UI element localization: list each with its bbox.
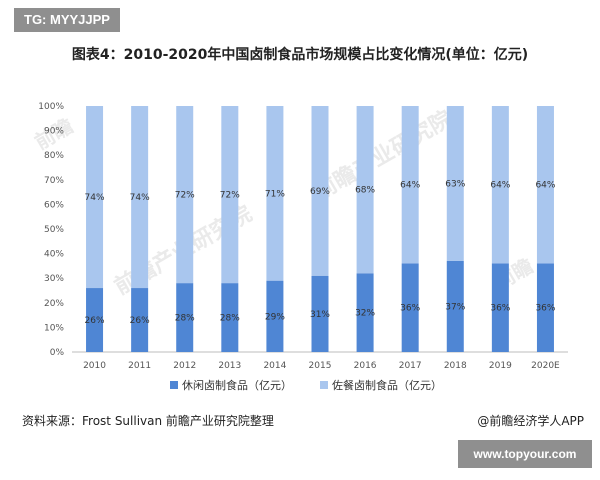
bar-segment: [131, 288, 149, 352]
data-label: 37%: [445, 302, 465, 312]
data-label: 29%: [265, 312, 285, 322]
data-label: 28%: [220, 314, 240, 324]
data-label: 64%: [490, 181, 510, 191]
data-label: 64%: [400, 181, 420, 191]
bar-segment: [86, 288, 104, 352]
bar-segment: [221, 106, 239, 284]
data-label: 72%: [175, 191, 195, 201]
watermark-text: 前瞻产业研究院: [310, 106, 456, 206]
y-tick-label: 100%: [38, 102, 64, 112]
bar-segment: [221, 283, 239, 352]
data-label: 74%: [130, 193, 150, 203]
data-label: 63%: [445, 179, 465, 189]
bar-segment: [401, 263, 419, 352]
data-label: 32%: [355, 309, 375, 319]
bar-segment: [311, 106, 329, 276]
bar-segment: [491, 106, 509, 264]
data-label: 71%: [265, 189, 285, 199]
x-tick-label: 2016: [354, 361, 377, 371]
y-tick-label: 80%: [44, 151, 64, 161]
legend-swatch: [170, 381, 178, 389]
y-tick-label: 70%: [44, 176, 64, 186]
data-label: 36%: [490, 304, 510, 314]
y-tick-label: 50%: [44, 225, 64, 235]
bar-segment: [311, 275, 329, 352]
data-label: 36%: [535, 304, 555, 314]
bar-segment: [356, 106, 374, 274]
bar-segment: [356, 273, 374, 352]
bar-segment: [536, 263, 554, 352]
bar-segment: [176, 106, 194, 284]
data-label: 36%: [400, 304, 420, 314]
chart-area: 前瞻前瞻产业研究院前瞻产业研究院前瞻 0%10%20%30%40%50%60%7…: [31, 102, 568, 392]
bar-segment: [266, 280, 284, 352]
x-tick-label: 2013: [218, 361, 241, 371]
x-tick-label: 2012: [173, 361, 196, 371]
y-tick-label: 60%: [44, 200, 64, 210]
y-axis: 0% 10% 20% 30% 40% 50% 60% 70% 80% 90% 100%: [38, 102, 568, 358]
x-tick-label: 2010: [83, 361, 106, 371]
x-tick-label: 2015: [309, 361, 332, 371]
chart-title: 图表4：2010-2020年中国卤制食品市场规模占比变化情况(单位：亿元): [71, 47, 529, 63]
x-tick-label: 2018: [444, 361, 467, 371]
data-label: 64%: [535, 181, 555, 191]
bar-segment: [401, 106, 419, 264]
x-tick-label: 2019: [489, 361, 512, 371]
legend: 休闲卤制食品（亿元） 佐餐卤制食品（亿元）: [170, 378, 442, 392]
legend-label: 佐餐卤制食品（亿元）: [332, 378, 442, 392]
data-label: 28%: [175, 314, 195, 324]
bar-segment: [446, 260, 464, 352]
data-label: 69%: [310, 187, 330, 197]
bar-segment: [446, 106, 464, 261]
legend-label: 休闲卤制食品（亿元）: [182, 378, 292, 392]
y-tick-label: 90%: [44, 127, 64, 137]
x-tick-label: 2017: [399, 361, 422, 371]
x-tick-label: 2014: [263, 361, 286, 371]
legend-swatch: [320, 381, 328, 389]
data-label: 31%: [310, 310, 330, 320]
y-tick-label: 10%: [44, 323, 64, 333]
y-tick-label: 30%: [44, 274, 64, 284]
x-axis: 2010 2011 2012 2013 2014 2015 2016 2017 2018 2019…: [83, 361, 560, 371]
data-label: 68%: [355, 186, 375, 196]
credit-note: @前瞻经济学人APP: [477, 414, 584, 428]
source-note: 资料来源：Frost Sullivan 前瞻产业研究院整理: [22, 414, 274, 428]
data-label: 74%: [85, 193, 105, 203]
y-tick-label: 0%: [50, 348, 65, 358]
bar-segment: [266, 106, 284, 281]
bar-segment: [131, 106, 149, 289]
bar-segment: [176, 283, 194, 352]
data-label: 26%: [130, 316, 150, 326]
site-badge[interactable]: www.topyour.com: [458, 440, 592, 468]
x-tick-label: 2011: [128, 361, 151, 371]
y-tick-label: 40%: [44, 250, 64, 260]
bar-segment: [491, 263, 509, 352]
bar-segment: [536, 106, 554, 264]
channel-tag: TG: MYYJJPP: [14, 8, 120, 32]
data-label: 72%: [220, 191, 240, 201]
bar-series: 26% 74% 26% 74% 28% 72% 28% 72% 29% 71% 31% 69% 32% 6…: [85, 106, 556, 352]
x-tick-label: 2020E: [531, 361, 560, 371]
data-label: 26%: [85, 316, 105, 326]
bar-segment: [86, 106, 104, 289]
y-tick-label: 20%: [44, 299, 64, 309]
